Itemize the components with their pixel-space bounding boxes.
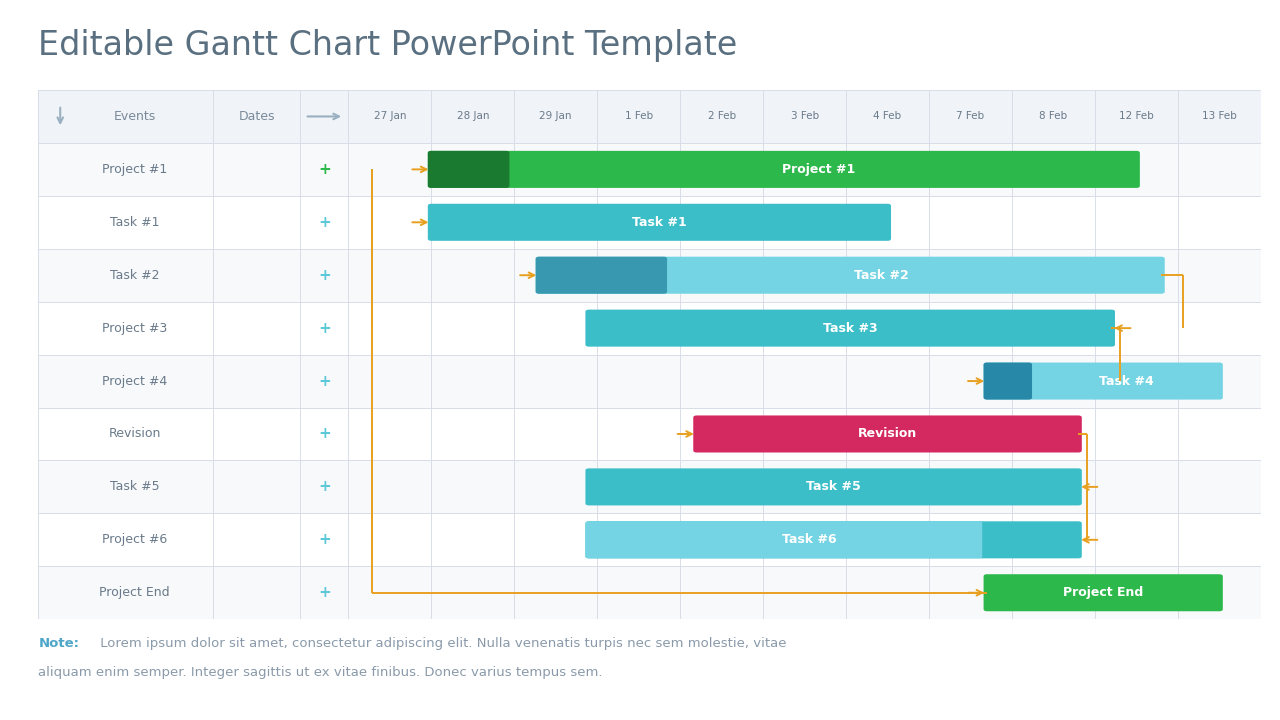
- Text: 1 Feb: 1 Feb: [625, 112, 653, 122]
- Text: +: +: [317, 585, 330, 600]
- FancyBboxPatch shape: [585, 521, 1082, 558]
- Bar: [38, 143, 1261, 196]
- Bar: [38, 408, 1261, 461]
- FancyBboxPatch shape: [694, 415, 1082, 452]
- Text: 3 Feb: 3 Feb: [791, 112, 819, 122]
- Text: Task #1: Task #1: [110, 216, 159, 229]
- Text: 4 Feb: 4 Feb: [873, 112, 901, 122]
- FancyBboxPatch shape: [585, 469, 1082, 505]
- Bar: [38, 513, 1261, 567]
- FancyBboxPatch shape: [585, 310, 1115, 346]
- Text: +: +: [317, 532, 330, 547]
- FancyBboxPatch shape: [535, 257, 1165, 294]
- FancyBboxPatch shape: [983, 363, 1032, 400]
- Text: 7 Feb: 7 Feb: [956, 112, 984, 122]
- Text: 27 Jan: 27 Jan: [374, 112, 406, 122]
- FancyBboxPatch shape: [983, 575, 1222, 611]
- FancyBboxPatch shape: [428, 151, 1140, 188]
- Text: Lorem ipsum dolor sit amet, consectetur adipiscing elit. Nulla venenatis turpis : Lorem ipsum dolor sit amet, consectetur …: [96, 637, 786, 650]
- Text: 13 Feb: 13 Feb: [1202, 112, 1236, 122]
- Text: Task #3: Task #3: [823, 322, 878, 335]
- Text: +: +: [317, 320, 330, 336]
- Text: Task #2: Task #2: [110, 269, 159, 282]
- Text: Note:: Note:: [38, 637, 79, 650]
- Text: Project End: Project End: [99, 586, 170, 599]
- Text: 12 Feb: 12 Feb: [1119, 112, 1153, 122]
- Text: 28 Jan: 28 Jan: [457, 112, 489, 122]
- FancyBboxPatch shape: [428, 151, 509, 188]
- Text: +: +: [317, 268, 330, 283]
- FancyBboxPatch shape: [535, 257, 667, 294]
- Bar: [38, 461, 1261, 513]
- Text: Revision: Revision: [858, 428, 918, 441]
- Text: Editable Gantt Chart PowerPoint Template: Editable Gantt Chart PowerPoint Template: [38, 29, 737, 62]
- Text: +: +: [317, 426, 330, 441]
- Text: Project #3: Project #3: [102, 322, 168, 335]
- Text: aliquam enim semper. Integer sagittis ut ex vitae finibus. Donec varius tempus s: aliquam enim semper. Integer sagittis ut…: [38, 666, 603, 679]
- Bar: [38, 90, 1261, 143]
- Text: Task #5: Task #5: [806, 480, 861, 493]
- Text: Project End: Project End: [1064, 586, 1143, 599]
- FancyBboxPatch shape: [983, 363, 1222, 400]
- Text: 8 Feb: 8 Feb: [1039, 112, 1068, 122]
- Text: Task #5: Task #5: [110, 480, 159, 493]
- Text: Project #6: Project #6: [102, 534, 168, 546]
- Text: Project #4: Project #4: [102, 374, 168, 387]
- Text: Project #1: Project #1: [782, 163, 856, 176]
- Bar: [38, 355, 1261, 408]
- FancyBboxPatch shape: [428, 204, 891, 240]
- Text: 2 Feb: 2 Feb: [708, 112, 736, 122]
- Text: +: +: [317, 162, 330, 177]
- Text: Revision: Revision: [109, 428, 160, 441]
- Text: Task #4: Task #4: [1100, 374, 1153, 387]
- Text: +: +: [317, 374, 330, 389]
- Text: +: +: [317, 480, 330, 495]
- Text: 29 Jan: 29 Jan: [539, 112, 572, 122]
- Bar: [38, 567, 1261, 619]
- Text: +: +: [317, 215, 330, 230]
- Bar: [38, 302, 1261, 355]
- Text: Dates: Dates: [238, 110, 275, 123]
- FancyBboxPatch shape: [585, 521, 982, 558]
- Text: Project #1: Project #1: [102, 163, 168, 176]
- Text: Task #2: Task #2: [854, 269, 909, 282]
- Text: Task #6: Task #6: [782, 534, 836, 546]
- Text: Events: Events: [114, 110, 156, 123]
- Bar: [38, 196, 1261, 249]
- Bar: [38, 248, 1261, 302]
- Text: Task #1: Task #1: [632, 216, 687, 229]
